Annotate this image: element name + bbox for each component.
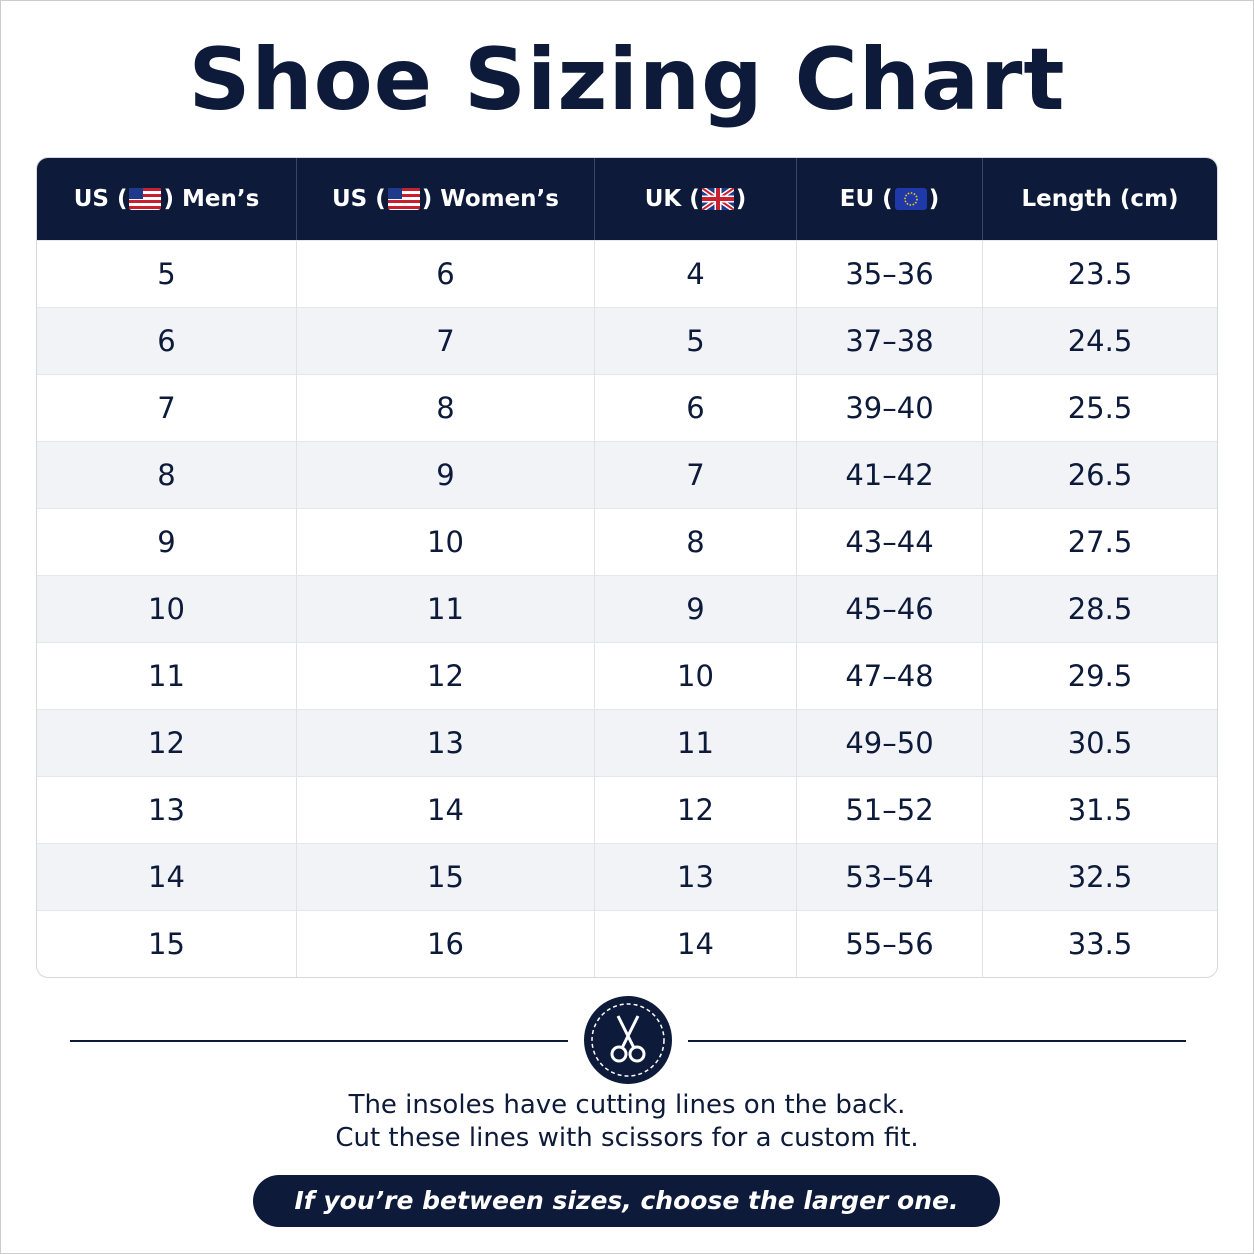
table-cell: 7 (297, 307, 595, 374)
scissors-icon (610, 1015, 646, 1063)
table-cell: 24.5 (983, 307, 1217, 374)
header-text: ) Men’s (163, 186, 260, 212)
table-cell: 43–44 (797, 508, 983, 575)
table-cell: 27.5 (983, 508, 1217, 575)
table-row: 15 16 14 55–56 33.5 (37, 910, 1217, 977)
table-row: 6 7 5 37–38 24.5 (37, 307, 1217, 374)
header-cell: UK () (595, 158, 797, 240)
table-cell: 5 (37, 240, 297, 307)
header-text: ) (735, 186, 747, 212)
table-cell: 12 (595, 776, 797, 843)
table-row: 9 10 8 43–44 27.5 (37, 508, 1217, 575)
table-cell: 6 (37, 307, 297, 374)
table-cell: 7 (595, 441, 797, 508)
table-cell: 39–40 (797, 374, 983, 441)
table-cell: 13 (595, 843, 797, 910)
title: Shoe Sizing Chart (188, 30, 1066, 130)
table-cell: 32.5 (983, 843, 1217, 910)
header-text: US ( (73, 186, 128, 212)
table-cell: 47–48 (797, 642, 983, 709)
table-cell: 30.5 (983, 709, 1217, 776)
table-cell: 35–36 (797, 240, 983, 307)
table-cell: 13 (37, 776, 297, 843)
table-row: 12 13 11 49–50 30.5 (37, 709, 1217, 776)
table-row: 14 15 13 53–54 32.5 (37, 843, 1217, 910)
table-cell: 41–42 (797, 441, 983, 508)
table-cell: 10 (37, 575, 297, 642)
table-row: 8 9 7 41–42 26.5 (37, 441, 1217, 508)
table-cell: 13 (297, 709, 595, 776)
size-table: US ( ) Men’s US ( ) Women’s UK () EU () Le… (36, 157, 1218, 978)
table-cell: 45–46 (797, 575, 983, 642)
table-cell: 51–52 (797, 776, 983, 843)
table-cell: 29.5 (983, 642, 1217, 709)
table-cell: 28.5 (983, 575, 1217, 642)
eu-flag (894, 188, 927, 210)
table-cell: 15 (297, 843, 595, 910)
table-row: 7 8 6 39–40 25.5 (37, 374, 1217, 441)
table-cell: 16 (297, 910, 595, 977)
table-cell: 12 (297, 642, 595, 709)
table-cell: 14 (37, 843, 297, 910)
note-line: Cut these lines with scissors for a cust… (335, 1123, 919, 1153)
table-cell: 6 (595, 374, 797, 441)
table-cell: 9 (37, 508, 297, 575)
table-cell: 11 (595, 709, 797, 776)
table-cell: 10 (595, 642, 797, 709)
divider (70, 996, 1186, 1084)
header-text: ) Women’s (421, 186, 559, 212)
us-flag (387, 188, 420, 210)
header-cell: US ( ) Men’s (37, 158, 297, 240)
table-cell: 33.5 (983, 910, 1217, 977)
table-cell: 26.5 (983, 441, 1217, 508)
header-text: ) (928, 186, 940, 212)
table-row: 10 11 9 45–46 28.5 (37, 575, 1217, 642)
table-row: 11 12 10 47–48 29.5 (37, 642, 1217, 709)
table-row: 5 6 4 35–36 23.5 (37, 240, 1217, 307)
table-cell: 11 (297, 575, 595, 642)
table-cell: 14 (297, 776, 595, 843)
table-cell: 11 (37, 642, 297, 709)
table-cell: 37–38 (797, 307, 983, 374)
table-cell: 9 (297, 441, 595, 508)
header-cell: US ( ) Women’s (297, 158, 595, 240)
table-cell: 12 (37, 709, 297, 776)
header-text: US ( (331, 186, 386, 212)
table-cell: 8 (595, 508, 797, 575)
callout: If you’re between sizes, choose the larg… (253, 1175, 1000, 1227)
table-cell: 10 (297, 508, 595, 575)
table-cell: 53–54 (797, 843, 983, 910)
uk-flag (700, 185, 736, 213)
header-cell: Length (cm) (983, 158, 1217, 240)
table-cell: 55–56 (797, 910, 983, 977)
header-text: UK ( (644, 186, 700, 212)
header-text: EU ( (839, 186, 893, 212)
table-cell: 4 (595, 240, 797, 307)
table-cell: 15 (37, 910, 297, 977)
table-cell: 9 (595, 575, 797, 642)
table-row: 13 14 12 51–52 31.5 (37, 776, 1217, 843)
table-cell: 14 (595, 910, 797, 977)
table-cell: 5 (595, 307, 797, 374)
table-cell: 25.5 (983, 374, 1217, 441)
table-cell: 49–50 (797, 709, 983, 776)
table-cell: 23.5 (983, 240, 1217, 307)
table-cell: 8 (297, 374, 595, 441)
header-cell: EU () (797, 158, 983, 240)
table-cell: 31.5 (983, 776, 1217, 843)
table-cell: 8 (37, 441, 297, 508)
table-cell: 7 (37, 374, 297, 441)
us-flag (129, 188, 162, 210)
table-cell: 6 (297, 240, 595, 307)
note-line: The insoles have cutting lines on the ba… (348, 1090, 906, 1120)
table-body: 5 6 4 35–36 23.5 6 7 5 37–38 24.5 7 8 6 39–40 25.5 8 9 7 4… (37, 240, 1217, 977)
header-text: Length (cm) (1021, 186, 1179, 212)
